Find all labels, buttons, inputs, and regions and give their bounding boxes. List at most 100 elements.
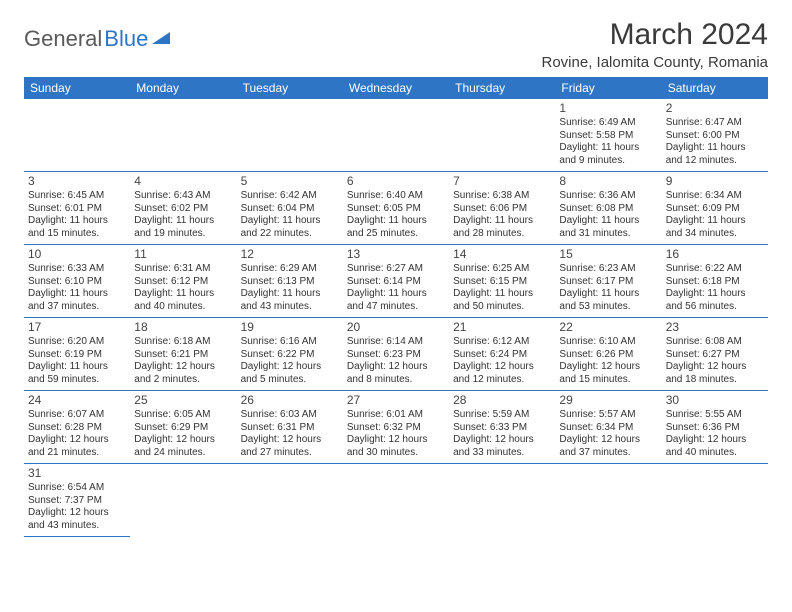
daylight-line-2: and 50 minutes. xyxy=(453,301,551,314)
calendar-body: 1Sunrise: 6:49 AMSunset: 5:58 PMDaylight… xyxy=(24,99,768,537)
sunrise-line: Sunrise: 6:01 AM xyxy=(347,409,445,422)
daylight-line-2: and 31 minutes. xyxy=(559,228,657,241)
daylight-line-2: and 43 minutes. xyxy=(28,520,126,533)
sunrise-line: Sunrise: 6:10 AM xyxy=(559,336,657,349)
calendar-day: 9Sunrise: 6:34 AMSunset: 6:09 PMDaylight… xyxy=(662,172,768,245)
daylight-line-2: and 15 minutes. xyxy=(559,374,657,387)
calendar-day-empty xyxy=(343,464,449,537)
calendar-day-empty xyxy=(237,464,343,537)
sunset-line: Sunset: 6:28 PM xyxy=(28,422,126,435)
daylight-line-1: Daylight: 12 hours xyxy=(28,507,126,520)
calendar-week: 17Sunrise: 6:20 AMSunset: 6:19 PMDayligh… xyxy=(24,318,768,391)
day-number: 18 xyxy=(134,320,232,335)
sunset-line: Sunset: 6:05 PM xyxy=(347,203,445,216)
daylight-line-2: and 33 minutes. xyxy=(453,447,551,460)
daylight-line-1: Daylight: 11 hours xyxy=(28,361,126,374)
calendar-day: 17Sunrise: 6:20 AMSunset: 6:19 PMDayligh… xyxy=(24,318,130,391)
daylight-line-2: and 22 minutes. xyxy=(241,228,339,241)
daylight-line-2: and 21 minutes. xyxy=(28,447,126,460)
daylight-line-2: and 56 minutes. xyxy=(666,301,764,314)
daylight-line-1: Daylight: 11 hours xyxy=(453,288,551,301)
day-header: Thursday xyxy=(449,77,555,99)
calendar-day: 15Sunrise: 6:23 AMSunset: 6:17 PMDayligh… xyxy=(555,245,661,318)
calendar-day: 27Sunrise: 6:01 AMSunset: 6:32 PMDayligh… xyxy=(343,391,449,464)
daylight-line-2: and 59 minutes. xyxy=(28,374,126,387)
daylight-line-1: Daylight: 12 hours xyxy=(241,434,339,447)
daylight-line-2: and 28 minutes. xyxy=(453,228,551,241)
daylight-line-1: Daylight: 12 hours xyxy=(134,434,232,447)
day-number: 12 xyxy=(241,247,339,262)
day-number: 9 xyxy=(666,174,764,189)
day-number: 28 xyxy=(453,393,551,408)
calendar-day-empty xyxy=(237,99,343,172)
sunrise-line: Sunrise: 6:14 AM xyxy=(347,336,445,349)
daylight-line-1: Daylight: 12 hours xyxy=(666,361,764,374)
day-number: 8 xyxy=(559,174,657,189)
daylight-line-1: Daylight: 11 hours xyxy=(134,215,232,228)
day-number: 5 xyxy=(241,174,339,189)
daylight-line-1: Daylight: 12 hours xyxy=(559,434,657,447)
calendar-day: 5Sunrise: 6:42 AMSunset: 6:04 PMDaylight… xyxy=(237,172,343,245)
daylight-line-2: and 30 minutes. xyxy=(347,447,445,460)
sunset-line: Sunset: 7:37 PM xyxy=(28,495,126,508)
sunrise-line: Sunrise: 6:43 AM xyxy=(134,190,232,203)
day-number: 20 xyxy=(347,320,445,335)
daylight-line-1: Daylight: 11 hours xyxy=(559,288,657,301)
day-number: 31 xyxy=(28,466,126,481)
sunrise-line: Sunrise: 6:18 AM xyxy=(134,336,232,349)
sunset-line: Sunset: 6:19 PM xyxy=(28,349,126,362)
sunrise-line: Sunrise: 5:55 AM xyxy=(666,409,764,422)
calendar-day: 4Sunrise: 6:43 AMSunset: 6:02 PMDaylight… xyxy=(130,172,236,245)
calendar-day: 29Sunrise: 5:57 AMSunset: 6:34 PMDayligh… xyxy=(555,391,661,464)
sunset-line: Sunset: 6:13 PM xyxy=(241,276,339,289)
sunrise-line: Sunrise: 6:12 AM xyxy=(453,336,551,349)
sunrise-line: Sunrise: 6:45 AM xyxy=(28,190,126,203)
day-header: Wednesday xyxy=(343,77,449,99)
logo-text-blue: Blue xyxy=(104,26,148,52)
title-block: March 2024 Rovine, Ialomita County, Roma… xyxy=(542,18,769,71)
sunrise-line: Sunrise: 6:40 AM xyxy=(347,190,445,203)
sunset-line: Sunset: 6:15 PM xyxy=(453,276,551,289)
sunset-line: Sunset: 6:36 PM xyxy=(666,422,764,435)
daylight-line-1: Daylight: 11 hours xyxy=(134,288,232,301)
calendar-day-empty xyxy=(24,99,130,172)
daylight-line-1: Daylight: 12 hours xyxy=(134,361,232,374)
daylight-line-1: Daylight: 11 hours xyxy=(666,288,764,301)
day-number: 17 xyxy=(28,320,126,335)
sunset-line: Sunset: 6:02 PM xyxy=(134,203,232,216)
sunrise-line: Sunrise: 6:03 AM xyxy=(241,409,339,422)
calendar-day: 25Sunrise: 6:05 AMSunset: 6:29 PMDayligh… xyxy=(130,391,236,464)
daylight-line-2: and 15 minutes. xyxy=(28,228,126,241)
day-number: 4 xyxy=(134,174,232,189)
day-number: 11 xyxy=(134,247,232,262)
sunset-line: Sunset: 6:21 PM xyxy=(134,349,232,362)
sunset-line: Sunset: 6:23 PM xyxy=(347,349,445,362)
sunset-line: Sunset: 6:34 PM xyxy=(559,422,657,435)
day-number: 16 xyxy=(666,247,764,262)
daylight-line-1: Daylight: 12 hours xyxy=(241,361,339,374)
logo: General Blue xyxy=(24,18,174,52)
day-number: 24 xyxy=(28,393,126,408)
calendar-table: SundayMondayTuesdayWednesdayThursdayFrid… xyxy=(24,77,768,537)
daylight-line-2: and 37 minutes. xyxy=(559,447,657,460)
daylight-line-2: and 47 minutes. xyxy=(347,301,445,314)
sunrise-line: Sunrise: 6:31 AM xyxy=(134,263,232,276)
calendar-day: 19Sunrise: 6:16 AMSunset: 6:22 PMDayligh… xyxy=(237,318,343,391)
daylight-line-2: and 18 minutes. xyxy=(666,374,764,387)
daylight-line-1: Daylight: 12 hours xyxy=(347,434,445,447)
sunset-line: Sunset: 6:10 PM xyxy=(28,276,126,289)
day-number: 2 xyxy=(666,101,764,116)
sunrise-line: Sunrise: 6:54 AM xyxy=(28,482,126,495)
calendar-day: 23Sunrise: 6:08 AMSunset: 6:27 PMDayligh… xyxy=(662,318,768,391)
day-number: 3 xyxy=(28,174,126,189)
daylight-line-1: Daylight: 11 hours xyxy=(28,288,126,301)
sunrise-line: Sunrise: 6:23 AM xyxy=(559,263,657,276)
day-header: Tuesday xyxy=(237,77,343,99)
sunset-line: Sunset: 6:24 PM xyxy=(453,349,551,362)
day-number: 25 xyxy=(134,393,232,408)
day-number: 26 xyxy=(241,393,339,408)
calendar-day-empty xyxy=(130,464,236,537)
day-header-row: SundayMondayTuesdayWednesdayThursdayFrid… xyxy=(24,77,768,99)
calendar-week: 31Sunrise: 6:54 AMSunset: 7:37 PMDayligh… xyxy=(24,464,768,537)
daylight-line-2: and 12 minutes. xyxy=(666,155,764,168)
